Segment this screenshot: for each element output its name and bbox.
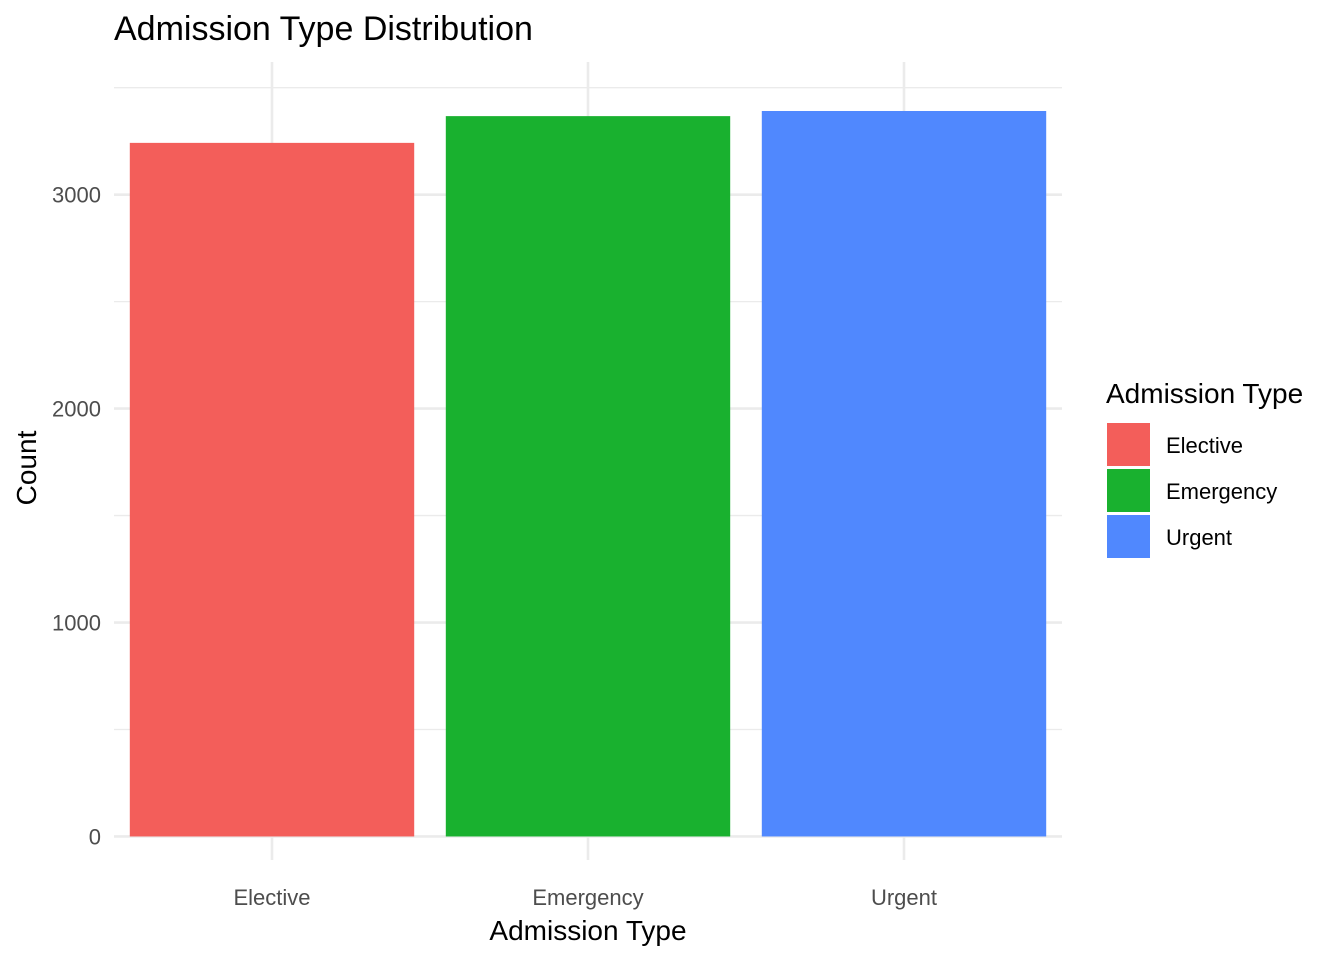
y-axis-ticks: 0 1000 2000 3000: [52, 183, 101, 850]
chart-title: Admission Type Distribution: [114, 10, 533, 48]
x-axis-ticks: Elective Emergency Urgent: [233, 885, 937, 910]
y-tick-label: 1000: [52, 611, 101, 636]
legend-label-urgent: Urgent: [1166, 525, 1232, 550]
x-tick-label: Emergency: [532, 885, 643, 910]
legend: Admission Type Elective Emergency Urgent: [1106, 378, 1303, 558]
legend-swatch-urgent: [1107, 515, 1150, 558]
bars-group: [129, 110, 1047, 837]
y-tick-label: 0: [89, 824, 101, 849]
legend-swatch-elective: [1107, 423, 1150, 466]
legend-items: Elective Emergency Urgent: [1107, 423, 1277, 558]
legend-title: Admission Type: [1106, 378, 1303, 409]
x-tick-label: Elective: [233, 885, 310, 910]
x-tick-label: Urgent: [871, 885, 937, 910]
legend-label-elective: Elective: [1166, 433, 1243, 458]
legend-swatch-emergency: [1107, 469, 1150, 512]
x-axis-title: Admission Type: [489, 915, 686, 946]
y-axis-title: Count: [11, 430, 42, 505]
y-tick-label: 3000: [52, 183, 101, 208]
legend-label-emergency: Emergency: [1166, 479, 1277, 504]
bar-elective: [129, 142, 415, 837]
y-tick-label: 2000: [52, 397, 101, 422]
bar-emergency: [445, 116, 731, 837]
bar-urgent: [761, 110, 1047, 837]
